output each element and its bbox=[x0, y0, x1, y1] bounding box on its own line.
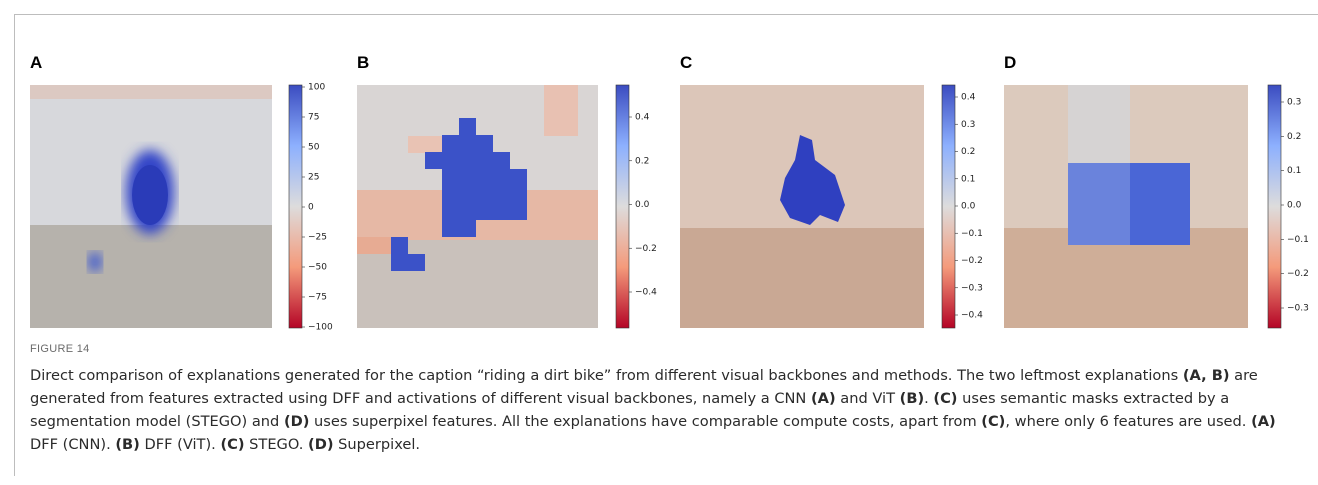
colorbar bbox=[1268, 85, 1281, 328]
caption-text: DFF (CNN). bbox=[30, 436, 115, 453]
colorbar-tick-label: −25 bbox=[308, 233, 327, 243]
colorbar-tick-label: −0.1 bbox=[1287, 235, 1309, 245]
colorbar-tick-label: 0 bbox=[308, 203, 314, 213]
panel-label: A bbox=[30, 53, 42, 72]
colorbar-tick-label: 0.3 bbox=[1287, 98, 1301, 108]
colorbar-tick-label: −0.2 bbox=[1287, 269, 1309, 279]
colorbar-tick-label: −0.4 bbox=[961, 311, 983, 321]
caption-text: and ViT bbox=[836, 390, 900, 407]
colorbar-tick-label: 50 bbox=[308, 143, 320, 153]
page: A 100 75 50 25 0 −25 −50 −75 −100 B 0.4 0.2 0.0 −0.2 −0… bbox=[0, 0, 1318, 485]
panel-label: D bbox=[1004, 53, 1016, 72]
colorbar-tick-label: 0.3 bbox=[961, 120, 975, 130]
caption-text: (B) bbox=[900, 390, 924, 407]
caption-text: STEGO. bbox=[245, 436, 309, 453]
caption-text: (B) bbox=[115, 436, 139, 453]
colorbar-tick-label: 0.0 bbox=[961, 202, 976, 212]
colorbar bbox=[616, 85, 629, 328]
colorbar-tick-label: −0.1 bbox=[961, 229, 983, 239]
caption-text: , where only 6 features are used. bbox=[1005, 413, 1251, 430]
colorbar bbox=[289, 85, 302, 328]
caption-text: (D) bbox=[308, 436, 333, 453]
colorbar-tick-label: −75 bbox=[308, 293, 327, 303]
colorbar-tick-label: 25 bbox=[308, 173, 319, 183]
colorbar-tick-label: 0.2 bbox=[1287, 132, 1301, 142]
panel-label: C bbox=[680, 53, 692, 72]
heatmap-a bbox=[30, 85, 272, 328]
caption-text: (D) bbox=[284, 413, 309, 430]
panel-label: B bbox=[357, 53, 369, 72]
caption-text: Direct comparison of explanations genera… bbox=[30, 367, 1183, 384]
caption-text: DFF (ViT). bbox=[140, 436, 221, 453]
figure-panels: A 100 75 50 25 0 −25 −50 −75 −100 B 0.4 0.2 0.0 −0.2 −0… bbox=[0, 0, 1318, 340]
colorbar-tick-label: −50 bbox=[308, 263, 327, 273]
colorbar-tick-label: 0.2 bbox=[961, 147, 975, 157]
figure-caption: Direct comparison of explanations genera… bbox=[30, 364, 1305, 456]
colorbar-tick-label: −100 bbox=[308, 323, 333, 333]
colorbar-tick-label: −0.2 bbox=[635, 244, 657, 254]
caption-text: (A) bbox=[1251, 413, 1276, 430]
caption-text: (A, B) bbox=[1183, 367, 1230, 384]
heatmap-d bbox=[1004, 85, 1248, 328]
caption-text: . bbox=[924, 390, 933, 407]
caption-text: (C) bbox=[981, 413, 1005, 430]
colorbar-tick-label: 100 bbox=[308, 83, 325, 93]
colorbar-tick-label: 0.2 bbox=[635, 156, 649, 166]
colorbar-tick-label: 0.0 bbox=[1287, 201, 1302, 211]
caption-text: (C) bbox=[933, 390, 957, 407]
colorbar-tick-label: −0.3 bbox=[961, 283, 983, 293]
caption-text: (A) bbox=[811, 390, 836, 407]
colorbar bbox=[942, 85, 955, 328]
colorbar-tick-label: −0.2 bbox=[961, 256, 983, 266]
heatmap-c bbox=[680, 85, 924, 328]
colorbar-tick-label: 0.0 bbox=[635, 200, 650, 210]
colorbar-tick-label: −0.3 bbox=[1287, 304, 1309, 314]
figure-label: FIGURE 14 bbox=[30, 343, 90, 355]
caption-text: (C) bbox=[220, 436, 244, 453]
heatmap-b bbox=[357, 85, 598, 328]
caption-text: uses superpixel features. All the explan… bbox=[309, 413, 981, 430]
colorbar-tick-label: 0.4 bbox=[961, 93, 976, 103]
colorbar-tick-label: 0.1 bbox=[1287, 166, 1301, 176]
colorbar-tick-label: 75 bbox=[308, 113, 319, 123]
colorbar-tick-label: −0.4 bbox=[635, 288, 657, 298]
colorbar-tick-label: 0.4 bbox=[635, 113, 650, 123]
caption-text: Superpixel. bbox=[334, 436, 421, 453]
colorbar-tick-label: 0.1 bbox=[961, 174, 975, 184]
